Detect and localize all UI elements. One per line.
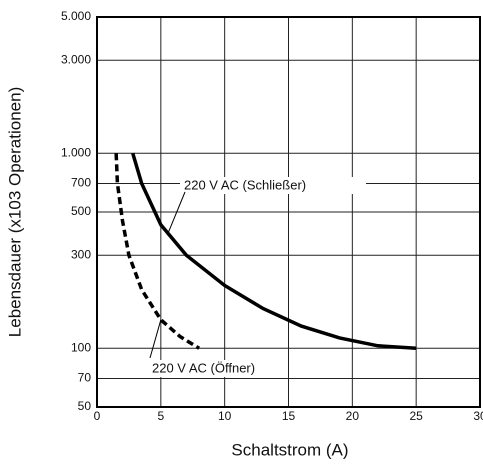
y-axis-title: Lebensdauer (x103 Operationen) [5, 87, 24, 337]
y-tick-label: 300 [71, 247, 91, 261]
leader-line [149, 319, 162, 359]
y-tick-label: 50 [78, 399, 92, 413]
y-tick-label: 3.000 [61, 52, 91, 66]
label-bg [150, 360, 270, 377]
x-tick-label: 20 [346, 409, 360, 423]
x-tick-label: 5 [157, 409, 164, 423]
y-tick-label: 700 [71, 176, 91, 190]
x-tick-label: 0 [94, 409, 101, 423]
label-bg [180, 177, 366, 194]
x-tick-label: 25 [409, 409, 423, 423]
x-tick-label: 10 [218, 409, 232, 423]
y-tick-label: 100 [71, 340, 91, 354]
series-label: 220 V AC (Schließer) [184, 177, 306, 192]
x-tick-label: 30 [473, 409, 483, 423]
y-tick-label: 500 [71, 204, 91, 218]
leader-line [166, 191, 186, 236]
plot-frame [96, 16, 481, 408]
series-label: 220 V AC (Öffner) [152, 360, 255, 375]
x-axis-title: Schaltstrom (A) [231, 440, 348, 459]
line-series [114, 153, 201, 350]
y-tick-label: 5.000 [61, 9, 91, 23]
y-tick-label: 1.000 [61, 145, 91, 159]
x-tick-label: 15 [282, 409, 296, 423]
y-tick-label: 70 [78, 371, 92, 385]
line-series [131, 152, 417, 351]
